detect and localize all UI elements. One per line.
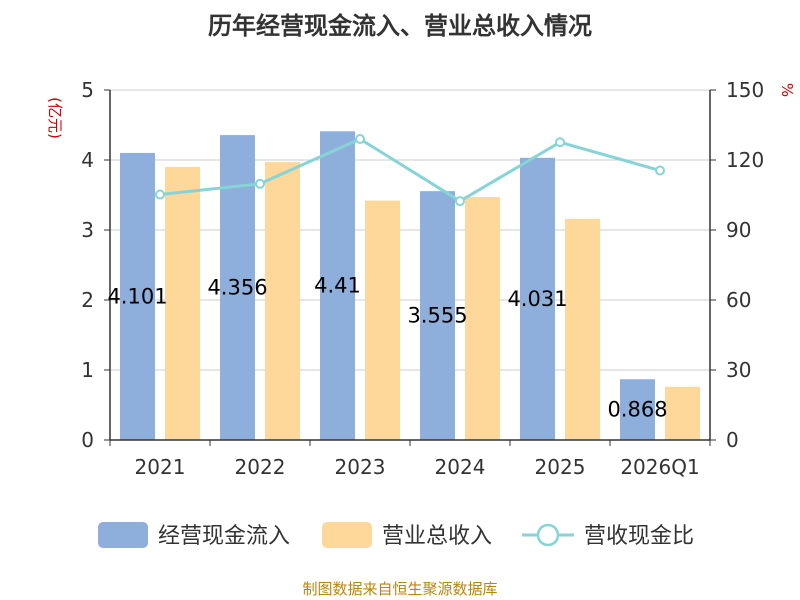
source-note: 制图数据来自恒生聚源数据库: [302, 580, 497, 598]
ratio-point: [555, 137, 565, 148]
bar-labels: 4.101 4.356 4.41 3.555 4.031 0.868: [107, 274, 667, 422]
bar-revenue: [465, 197, 500, 440]
legend-marker-ratio: [536, 523, 560, 547]
x-tick-label: 2021: [135, 455, 186, 479]
left-tick-label: 0: [81, 428, 94, 452]
bar-revenue: [365, 200, 400, 440]
bar-revenue: [165, 167, 200, 440]
bar-data-label: 4.101: [107, 284, 167, 308]
left-tick-label: 3: [81, 218, 94, 242]
axes: 0 1 2 3 4 5 0 30 60 90 120 150 2021 2022 2023 2024 2025 2…: [81, 78, 764, 479]
legend-label-cash-inflow: 经营现金流入: [158, 524, 290, 549]
bar-cash-inflow: [120, 152, 155, 440]
legend-label-ratio: 营收现金比: [584, 524, 694, 549]
legend-swatch-cash-inflow: [98, 522, 148, 548]
bar-revenue: [265, 162, 300, 440]
right-tick-label: 90: [726, 218, 751, 242]
legend-label-revenue: 营业总收入: [382, 524, 492, 549]
right-tick-label: 120: [726, 148, 764, 172]
legend-swatch-revenue: [322, 522, 372, 548]
ratio-point: [255, 178, 265, 189]
bar-cash-inflow: [520, 157, 555, 440]
left-tick-label: 5: [81, 78, 94, 102]
x-tick-label: 2024: [435, 455, 486, 479]
x-tick-label: 2022: [235, 455, 286, 479]
x-tick-label: 2026Q1: [620, 455, 699, 479]
bar-cash-inflow: [620, 379, 655, 440]
right-axis-unit: %: [778, 83, 796, 97]
bar-data-label: 0.868: [607, 398, 667, 422]
ratio-point: [455, 196, 465, 207]
left-axis-unit: (亿元): [46, 97, 64, 139]
x-tick-label: 2025: [535, 455, 586, 479]
ratio-line-path: [159, 137, 661, 203]
right-tick-label: 150: [726, 78, 764, 102]
right-tick-label: 60: [726, 288, 751, 312]
left-tick-label: 2: [81, 288, 94, 312]
legend: 经营现金流入 营业总收入 营收现金比: [98, 522, 694, 549]
bar-cash-inflow: [320, 131, 355, 441]
bar-data-label: 3.555: [407, 304, 467, 328]
bar-revenue: [565, 218, 600, 440]
ratio-point: [355, 134, 365, 144]
ratio-point: [155, 189, 165, 200]
bar-cash-inflow: [420, 191, 455, 440]
ratio-line: [155, 134, 665, 207]
bar-revenue: [665, 386, 700, 440]
left-tick-label: 1: [81, 358, 94, 382]
right-tick-label: 0: [726, 428, 739, 452]
bar-data-label: 4.031: [507, 287, 567, 311]
right-tick-label: 30: [726, 358, 751, 382]
bar-data-label: 4.41: [314, 274, 361, 298]
bar-data-label: 4.356: [207, 276, 267, 300]
ratio-point: [655, 165, 665, 176]
x-tick-label: 2023: [335, 455, 386, 479]
bars: [120, 131, 700, 441]
chart-title: 历年经营现金流入、营业总收入情况: [208, 12, 592, 40]
left-tick-label: 4: [81, 148, 94, 172]
